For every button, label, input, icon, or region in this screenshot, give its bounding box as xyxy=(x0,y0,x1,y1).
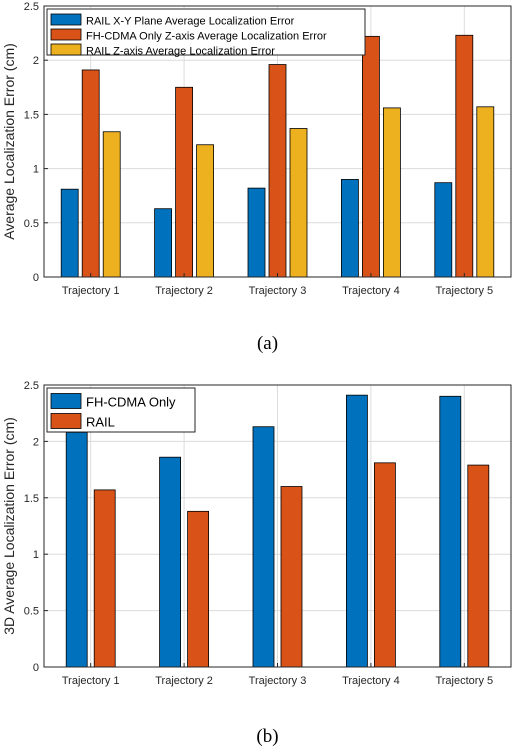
bar xyxy=(252,426,275,668)
bar xyxy=(65,431,88,668)
chart-a: 0 0.5 1 1.5 2 2.5 Trajectory 1 Trajectory 2 Traj… xyxy=(1,1,512,354)
bar xyxy=(81,69,100,278)
caption: (b) xyxy=(256,726,278,747)
bar xyxy=(340,179,359,278)
ytick-label: 2 xyxy=(33,55,39,67)
bar xyxy=(439,395,462,668)
legend-box xyxy=(46,8,366,56)
legend-swatch xyxy=(50,413,82,429)
ytick-label: 0 xyxy=(33,272,39,284)
chart-b: 0 0.5 1 1.5 2 2.5 Trajectory 1 Trajectory 2 Traj… xyxy=(1,380,512,747)
legend-swatch xyxy=(50,13,82,26)
bar xyxy=(434,182,453,278)
bar xyxy=(102,131,121,278)
y-axis-label: Average Localization Error (cm) xyxy=(1,43,17,240)
legend-label: FH-CDMA Only xyxy=(86,395,176,410)
ytick-label: 2.5 xyxy=(24,1,39,13)
bar xyxy=(175,86,194,278)
bar xyxy=(382,107,401,278)
bar xyxy=(268,64,287,278)
caption: (a) xyxy=(257,333,278,354)
bar xyxy=(455,34,474,278)
legend-label: RAIL xyxy=(86,415,115,430)
ytick-label: 1 xyxy=(33,164,39,176)
ytick-label: 0.5 xyxy=(24,606,39,618)
axes-box xyxy=(43,5,512,278)
xtick-label: Trajectory 4 xyxy=(342,285,400,297)
legend: RAIL X-Y Plane Average Localization Erro… xyxy=(46,8,366,57)
xtick-label: Trajectory 3 xyxy=(249,285,307,297)
axes-box xyxy=(43,384,512,668)
legend-label: RAIL Z-axis Average Localization Error xyxy=(86,45,275,57)
bar xyxy=(280,486,303,668)
bar xyxy=(93,489,116,668)
bar xyxy=(373,462,396,668)
xtick-label: Trajectory 1 xyxy=(62,285,120,297)
xtick-label: Trajectory 5 xyxy=(435,675,493,687)
xtick-label: Trajectory 5 xyxy=(435,285,493,297)
xtick-label: Trajectory 4 xyxy=(342,675,400,687)
ytick-label: 1 xyxy=(33,549,39,561)
legend: FH-CDMA Only RAIL xyxy=(46,387,196,433)
ytick-label: 1.5 xyxy=(24,109,39,121)
bar xyxy=(247,187,266,278)
xtick-label: Trajectory 2 xyxy=(155,675,213,687)
bar xyxy=(361,35,380,278)
y-axis-label: 3D Average Localization Error (cm) xyxy=(1,417,17,635)
ytick-label: 0 xyxy=(33,662,39,674)
ytick-label: 2.5 xyxy=(24,380,39,392)
bar xyxy=(60,188,79,278)
legend-label: RAIL X-Y Plane Average Localization Erro… xyxy=(86,15,295,27)
bar xyxy=(476,106,495,278)
bar xyxy=(467,464,490,668)
bar xyxy=(289,128,308,278)
xtick-label: Trajectory 1 xyxy=(62,675,120,687)
bar xyxy=(154,208,173,278)
legend-swatch xyxy=(50,393,82,409)
xtick-label: Trajectory 3 xyxy=(249,675,307,687)
xtick-label: Trajectory 2 xyxy=(155,285,213,297)
bar xyxy=(159,456,182,668)
legend-swatch xyxy=(50,28,82,41)
bar xyxy=(187,510,210,668)
bar xyxy=(196,144,215,278)
ytick-label: 1.5 xyxy=(24,493,39,505)
legend-swatch xyxy=(50,43,82,56)
bar xyxy=(345,394,368,668)
ytick-label: 2 xyxy=(33,436,39,448)
ytick-label: 0.5 xyxy=(24,218,39,230)
legend-label: FH-CDMA Only Z-axis Average Localization… xyxy=(86,30,327,42)
